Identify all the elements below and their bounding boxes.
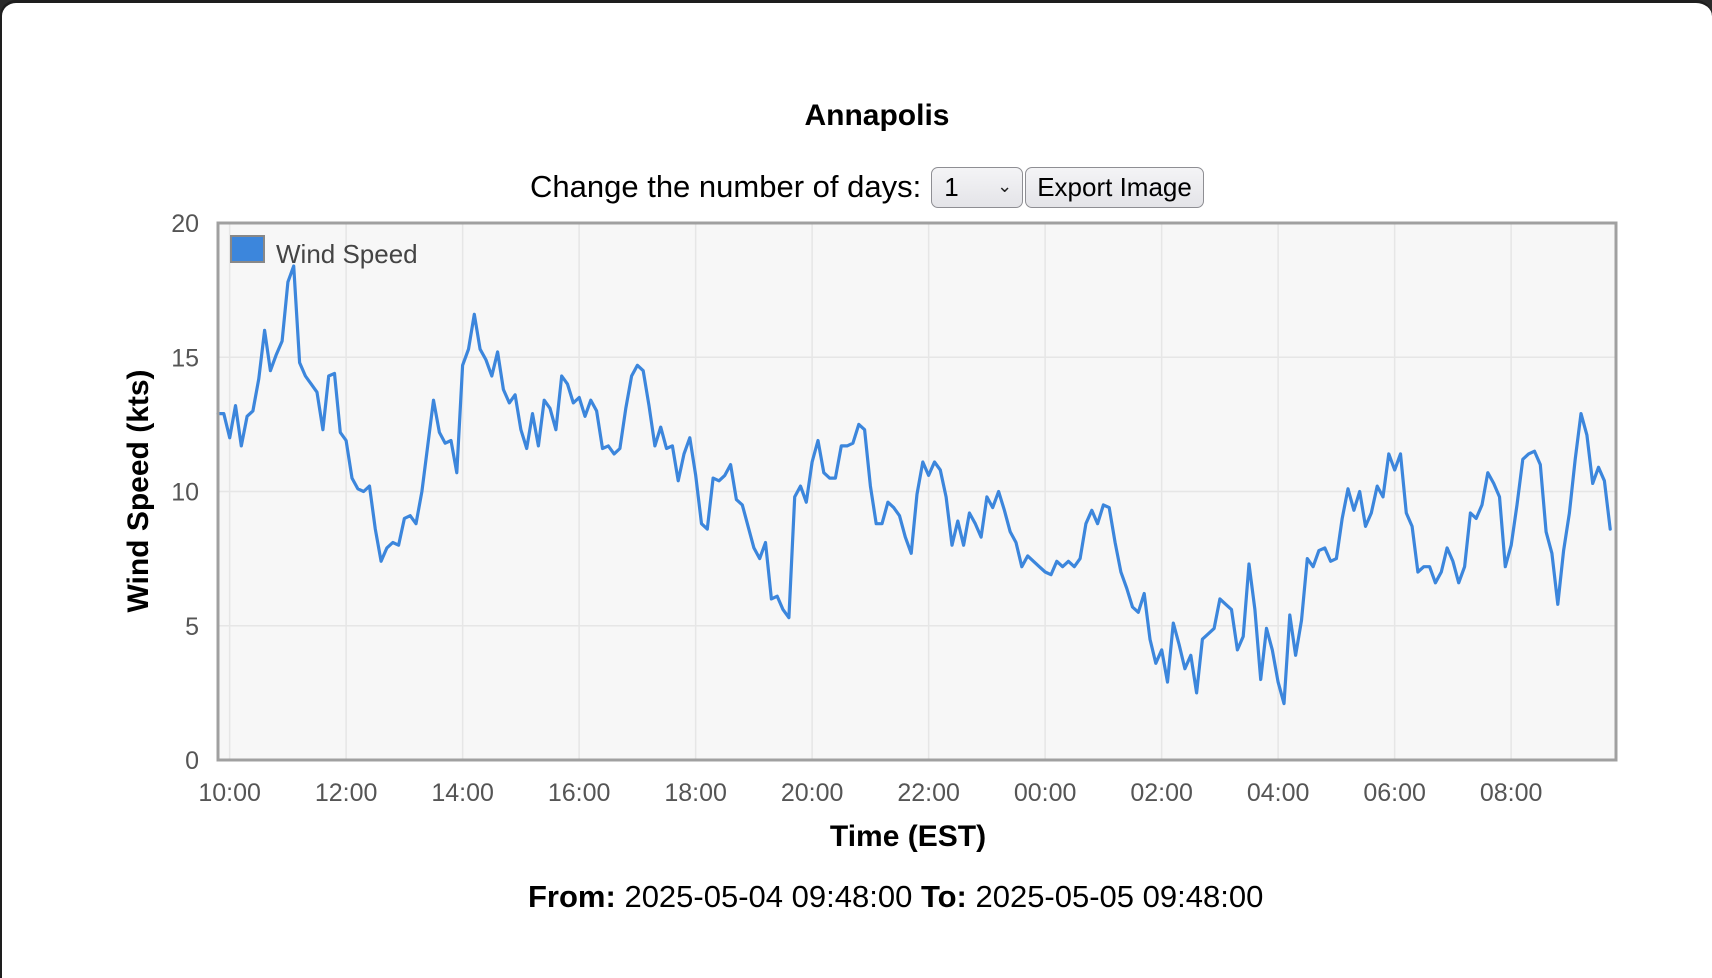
wind-speed-chart: 0 5 10 15 20 10:00 12:00 14:00 16:00 18:00 20:00 2…: [122, 210, 1618, 853]
days-select[interactable]: 1 ⌄: [931, 166, 1024, 208]
chart-title: Annapolis: [804, 99, 950, 132]
y-tick-label: 10: [171, 479, 199, 507]
x-tick-label: 02:00: [1130, 779, 1193, 807]
x-tick-label: 16:00: [548, 779, 611, 807]
chevron-down-icon: ⌄: [997, 175, 1013, 196]
from-value: 2025-05-04 09:48:00: [624, 879, 913, 914]
to-label: To:: [920, 879, 967, 914]
x-axis-ticks: 10:00 12:00 14:00 16:00 18:00 20:00 22:00 00:00…: [198, 779, 1542, 807]
wind-speed-line: [216, 264, 1612, 706]
x-tick-label: 06:00: [1363, 779, 1426, 807]
y-tick-label: 5: [185, 613, 199, 641]
x-tick-label: 04:00: [1247, 779, 1310, 807]
x-tick-label: 12:00: [315, 779, 378, 807]
x-tick-label: 10:00: [198, 779, 261, 807]
legend-swatch: [230, 235, 265, 263]
plot-border: [216, 221, 1618, 762]
x-tick-label: 14:00: [431, 779, 494, 807]
to-value: 2025-05-05 09:48:00: [975, 879, 1264, 914]
x-tick-label: 18:00: [664, 779, 727, 807]
x-axis-label: Time (EST): [830, 820, 986, 853]
y-tick-label: 0: [185, 747, 199, 775]
x-tick-label: 20:00: [781, 779, 844, 807]
y-tick-label: 20: [171, 210, 199, 238]
y-tick-label: 15: [171, 344, 199, 372]
y-axis-label: Wind Speed (kts): [122, 369, 155, 612]
x-tick-label: 22:00: [897, 779, 960, 807]
controls-bar: Change the number of days: 1 ⌄ Export Im…: [530, 166, 1204, 208]
days-label: Change the number of days:: [530, 169, 922, 204]
from-label: From:: [528, 879, 616, 914]
x-tick-label: 08:00: [1480, 779, 1543, 807]
date-range: From: 2025-05-04 09:48:00 To: 2025-05-05…: [528, 879, 1263, 915]
export-image-button[interactable]: Export Image: [1025, 166, 1204, 208]
legend: Wind Speed: [230, 235, 418, 269]
days-select-value: 1: [944, 171, 959, 202]
y-axis-ticks: 0 5 10 15 20: [171, 210, 199, 775]
legend-label-wind-speed: Wind Speed: [276, 239, 418, 269]
x-tick-label: 00:00: [1014, 779, 1077, 807]
